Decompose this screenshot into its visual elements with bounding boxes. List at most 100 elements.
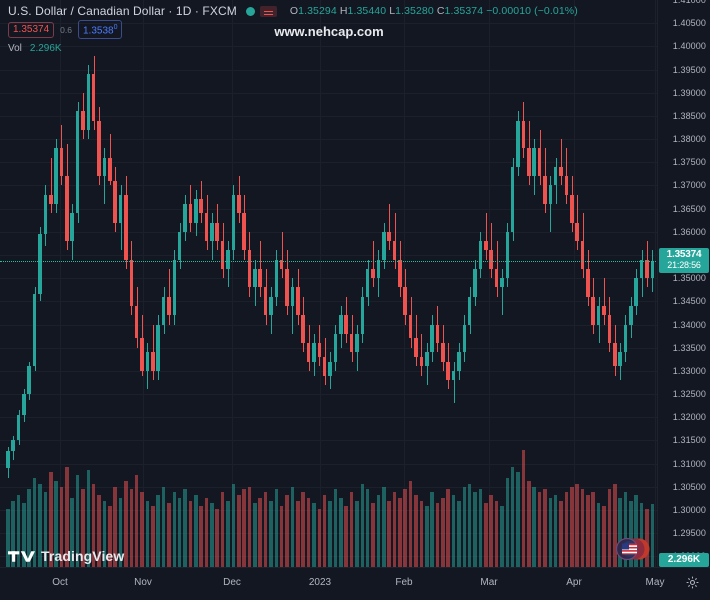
volume-bar xyxy=(215,509,220,568)
candle-body xyxy=(392,241,397,260)
gridline xyxy=(574,0,575,568)
candle-body xyxy=(11,440,15,451)
candle-body xyxy=(586,268,590,297)
candle-body xyxy=(172,259,177,316)
time-axis[interactable]: Oct Nov Dec 2023 Feb Mar Apr May xyxy=(0,567,710,600)
usd-cad-flag-badge-icon[interactable] xyxy=(610,537,654,566)
volume-bar xyxy=(360,483,365,568)
volume-bar xyxy=(97,494,101,568)
candle-body xyxy=(242,213,246,251)
low-label: L xyxy=(389,5,396,17)
candle-wick xyxy=(50,157,52,214)
gridline xyxy=(0,255,658,257)
candle-body xyxy=(360,296,365,334)
candle-body xyxy=(505,231,510,279)
current-price-value: 1.35374 xyxy=(666,248,702,260)
volume-bar xyxy=(408,480,413,568)
volume-bar xyxy=(430,492,434,568)
candle-body xyxy=(408,315,413,339)
candle-body xyxy=(527,148,531,177)
bid-price-badge[interactable]: 1.35374 xyxy=(8,21,55,38)
volume-bar xyxy=(91,483,96,568)
candle-body xyxy=(419,357,424,367)
candle-body xyxy=(140,338,144,371)
volume-bar xyxy=(22,503,26,568)
price-tick-label: 1.33000 xyxy=(672,365,706,376)
candle-body xyxy=(516,120,520,167)
candle-body xyxy=(220,241,225,269)
candle-body xyxy=(86,74,91,130)
volume-bar xyxy=(478,489,483,568)
gridline xyxy=(0,185,658,187)
candle-body xyxy=(253,268,257,288)
volume-bar xyxy=(75,475,80,568)
volume-bar xyxy=(279,506,284,568)
bar-style-badge-icon[interactable] xyxy=(259,5,277,17)
volume-bar xyxy=(532,486,536,568)
volume-bar xyxy=(258,497,262,568)
tradingview-logo-icon xyxy=(8,550,35,562)
volume-bar xyxy=(441,497,445,568)
price-axis[interactable]: 1.41000 1.40500 1.40000 1.39500 1.39000 1.385… xyxy=(657,0,710,568)
volume-bar xyxy=(591,492,596,568)
gridline xyxy=(0,139,658,141)
volume-bar xyxy=(296,500,300,568)
candle-body xyxy=(263,287,268,316)
candle-body xyxy=(494,268,499,288)
candle-body xyxy=(441,343,445,362)
candle-body xyxy=(382,231,386,260)
candle-wick xyxy=(394,213,396,269)
candle-body xyxy=(177,231,182,260)
volume-bar xyxy=(290,486,295,568)
gridline xyxy=(0,463,658,465)
candle-body xyxy=(484,241,488,251)
volume-bar xyxy=(183,489,187,568)
volume-bar xyxy=(382,486,386,568)
legend-quote-row: 1.35374 0.6 1.35380 xyxy=(8,19,578,40)
price-tick-label: 1.37500 xyxy=(672,157,706,168)
candle-wick xyxy=(168,268,170,325)
volume-tag: 2.296K xyxy=(659,553,709,567)
candle-body xyxy=(236,194,241,214)
candle-body xyxy=(328,361,332,376)
gridline xyxy=(0,231,658,233)
volume-bar xyxy=(586,494,590,568)
candle-body xyxy=(553,166,558,186)
price-tick-label: 1.31500 xyxy=(672,435,706,446)
volume-bar xyxy=(403,489,408,568)
symbol-title[interactable]: U.S. Dollar / Canadian Dollar · 1D · FXC… xyxy=(8,4,237,18)
chart-plot-area[interactable] xyxy=(0,0,658,568)
gridline xyxy=(0,347,658,349)
candle-body xyxy=(489,250,493,269)
volume-bar xyxy=(247,486,252,568)
volume-bar xyxy=(537,492,542,568)
gear-icon[interactable] xyxy=(685,575,700,595)
candle-body xyxy=(521,120,526,149)
candle-body xyxy=(306,343,311,362)
candle-body xyxy=(639,259,644,279)
candle-body xyxy=(467,296,472,325)
price-tick-label: 1.30000 xyxy=(672,505,706,516)
close-value: 1.35374 xyxy=(444,5,484,17)
candle-body xyxy=(290,287,295,307)
volume-bar xyxy=(467,483,472,568)
volume-bar xyxy=(371,503,375,568)
candle-body xyxy=(16,414,21,441)
ohlc-values: O1.35294 H1.35440 L1.35280 C1.35374 −0.0… xyxy=(290,5,578,17)
open-label: O xyxy=(289,5,299,17)
candle-wick xyxy=(421,333,423,376)
ask-price-main: 1.3538 xyxy=(82,25,114,37)
tradingview-logo[interactable]: TradingView xyxy=(8,548,124,564)
ask-price-badge[interactable]: 1.35380 xyxy=(77,19,123,40)
candle-wick xyxy=(501,268,503,316)
price-tick-label: 1.29500 xyxy=(672,528,706,539)
time-tick-label: Dec xyxy=(223,577,241,588)
volume-bar xyxy=(59,486,64,568)
candle-body xyxy=(167,296,171,316)
time-tick-label: Apr xyxy=(566,577,582,588)
price-tick-label: 1.30500 xyxy=(672,481,706,492)
candle-wick xyxy=(485,213,487,260)
volume-bar xyxy=(32,478,37,568)
volume-bar xyxy=(398,497,402,568)
volume-bar xyxy=(510,466,515,568)
